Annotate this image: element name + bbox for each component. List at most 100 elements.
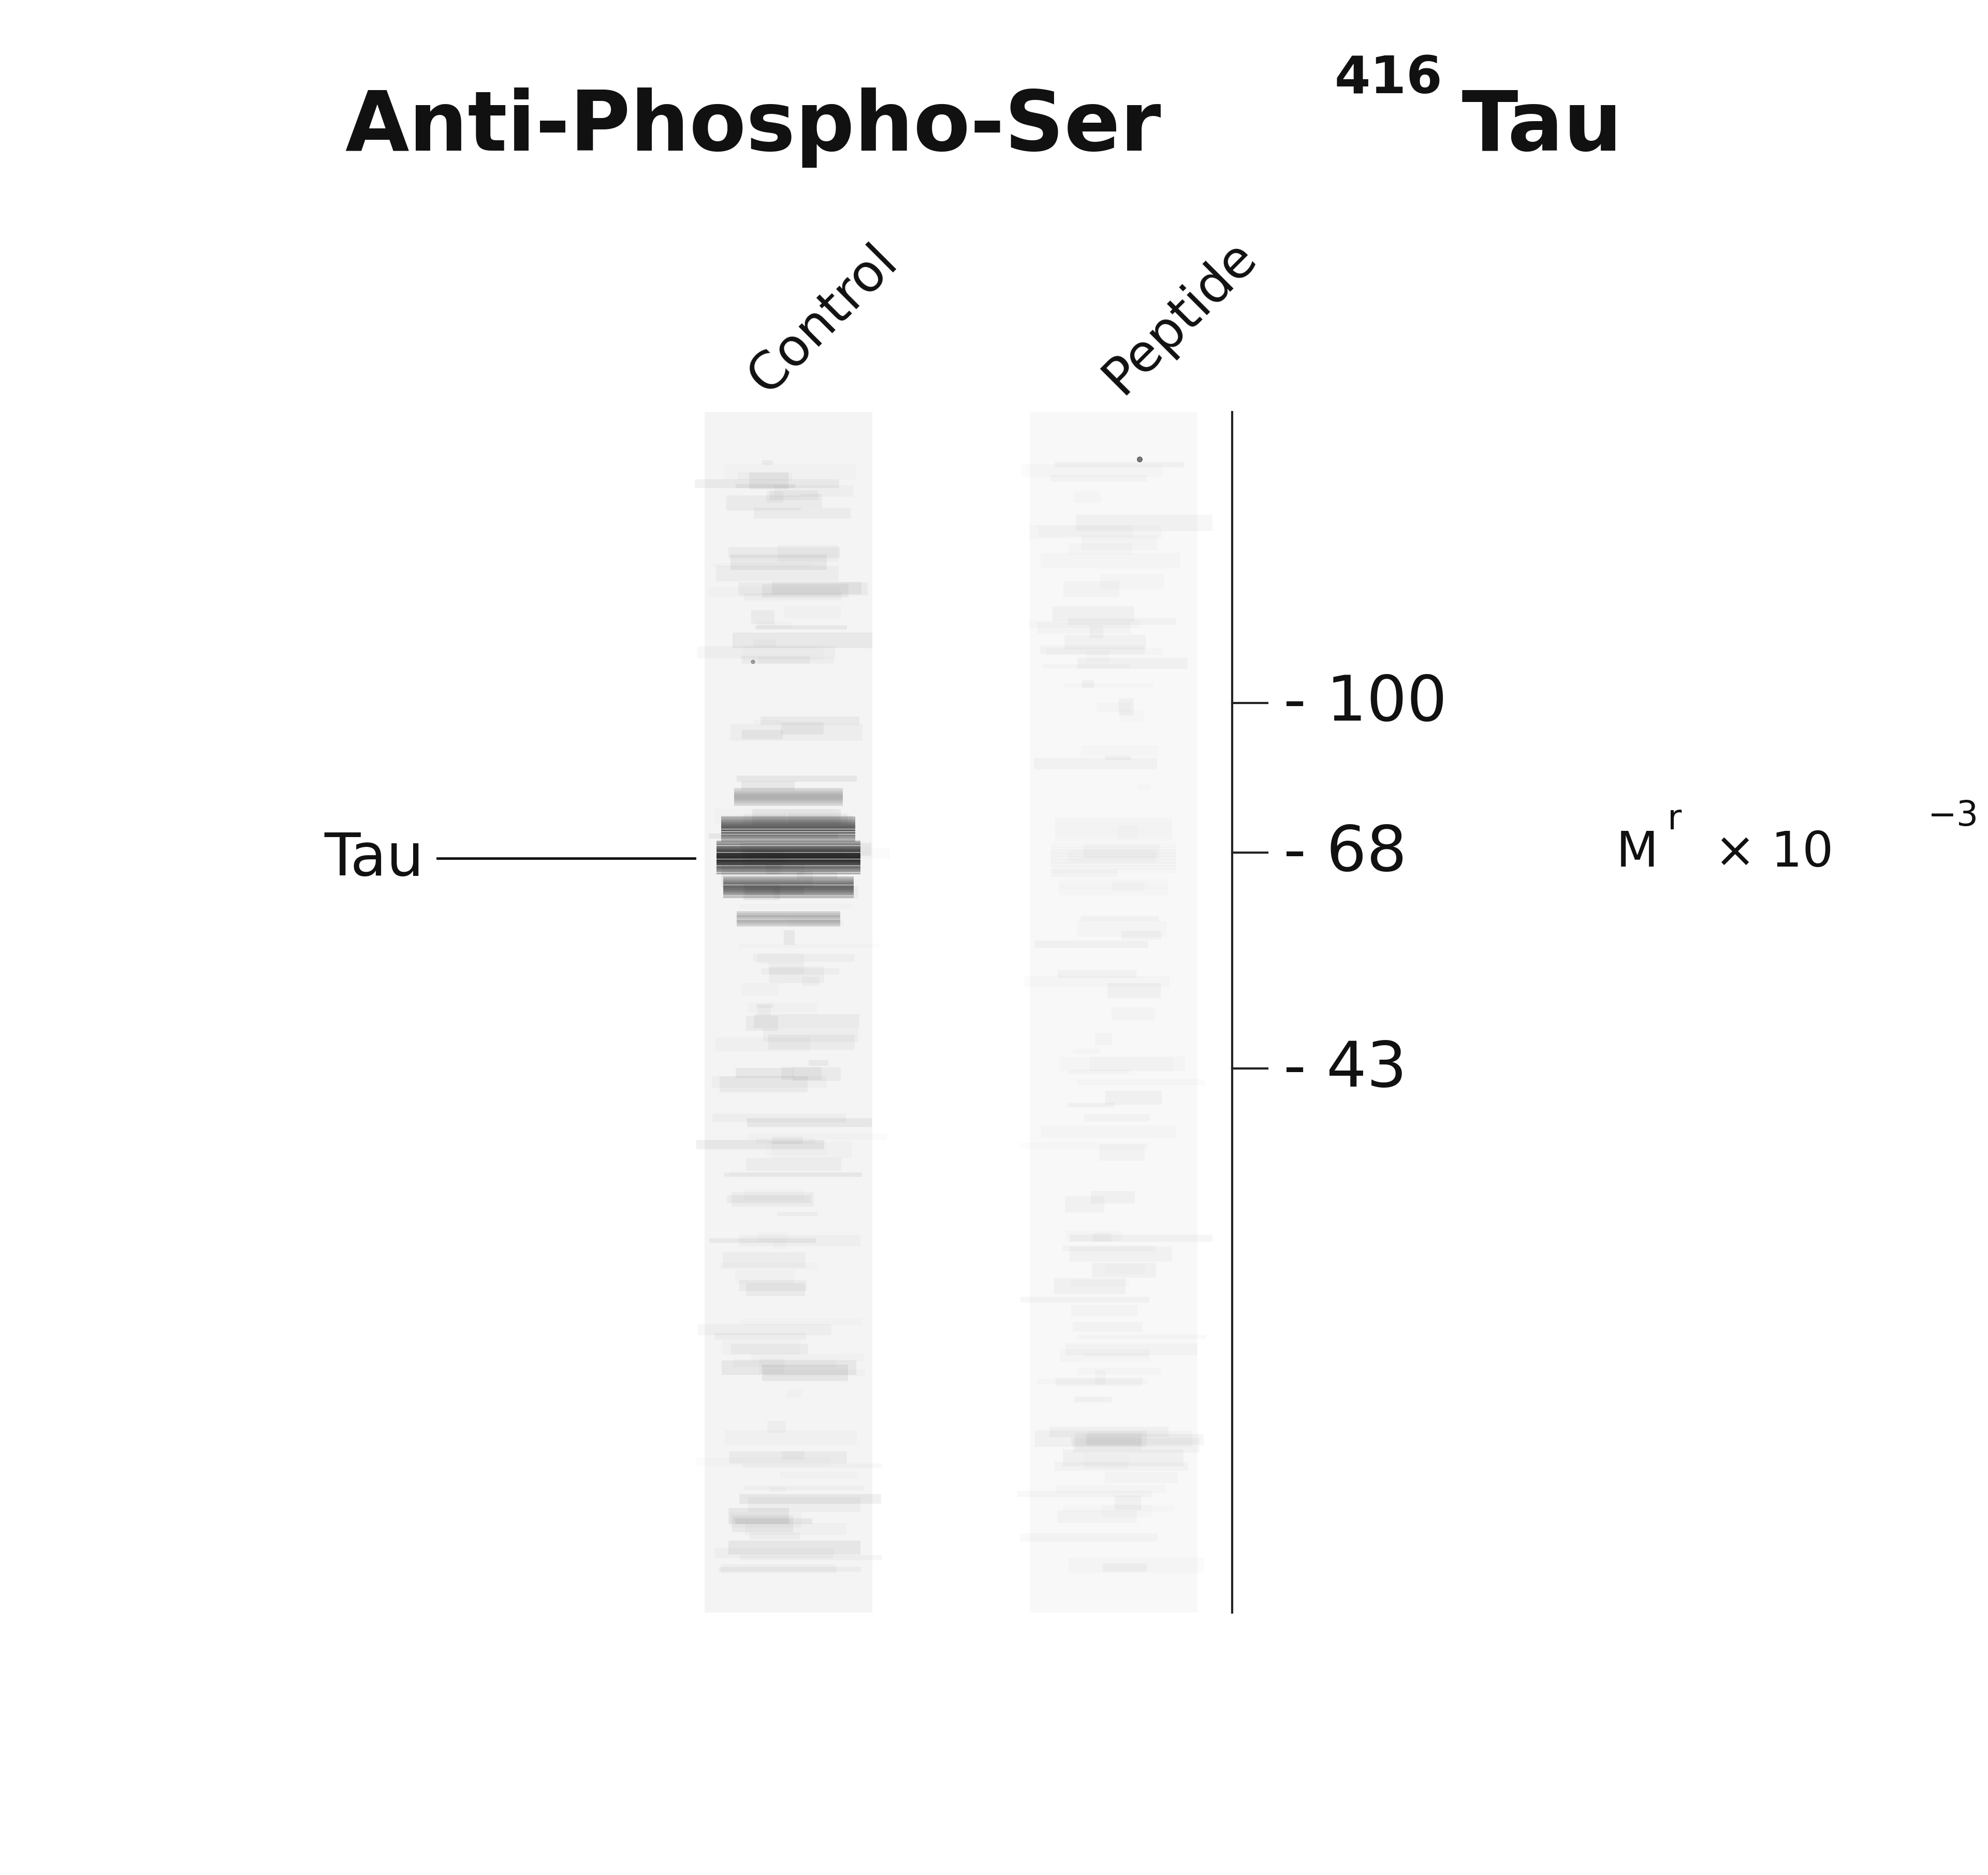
Bar bbox=[1070, 1247, 1173, 1262]
Bar bbox=[740, 904, 853, 909]
Bar bbox=[1105, 1091, 1161, 1104]
Bar bbox=[1105, 1264, 1145, 1275]
Bar bbox=[732, 724, 863, 741]
Bar bbox=[747, 1496, 861, 1511]
Bar bbox=[1040, 645, 1145, 654]
Bar bbox=[1072, 1436, 1141, 1446]
Bar bbox=[742, 782, 795, 789]
Bar bbox=[716, 1333, 805, 1341]
Bar bbox=[755, 1138, 815, 1144]
Bar bbox=[1074, 1050, 1101, 1054]
Bar bbox=[1030, 525, 1161, 538]
Bar bbox=[757, 623, 793, 628]
Bar bbox=[801, 495, 821, 508]
Bar bbox=[751, 1354, 863, 1361]
Bar bbox=[765, 491, 783, 503]
Bar bbox=[744, 885, 779, 900]
Bar bbox=[749, 473, 787, 489]
Bar bbox=[738, 943, 881, 949]
Bar bbox=[1074, 491, 1101, 503]
Bar bbox=[753, 954, 855, 962]
Bar bbox=[736, 1269, 793, 1284]
Bar bbox=[1070, 1558, 1205, 1573]
Bar bbox=[1095, 1371, 1105, 1386]
Bar bbox=[1068, 1102, 1113, 1108]
Bar bbox=[747, 851, 773, 864]
Bar bbox=[1052, 859, 1177, 861]
Bar bbox=[781, 722, 823, 735]
Bar bbox=[716, 566, 839, 581]
Bar bbox=[1111, 881, 1145, 892]
Bar bbox=[769, 1035, 855, 1050]
Bar bbox=[777, 546, 837, 562]
Bar bbox=[1081, 681, 1093, 688]
Bar bbox=[783, 930, 795, 945]
Text: r: r bbox=[1668, 802, 1682, 836]
Bar bbox=[1056, 819, 1173, 823]
Bar bbox=[1064, 1245, 1155, 1251]
Bar bbox=[1083, 844, 1159, 859]
Bar bbox=[734, 1359, 837, 1367]
Bar bbox=[1020, 1144, 1149, 1149]
Bar bbox=[1070, 1234, 1213, 1243]
Bar bbox=[771, 1142, 853, 1159]
Bar bbox=[1070, 849, 1155, 863]
Bar bbox=[1085, 651, 1109, 664]
Bar bbox=[1030, 413, 1197, 1612]
Bar bbox=[1056, 818, 1173, 819]
Bar bbox=[1052, 846, 1177, 849]
Text: Peptide: Peptide bbox=[1093, 231, 1266, 403]
Bar bbox=[728, 1196, 811, 1204]
Bar bbox=[704, 413, 873, 1612]
Bar bbox=[724, 463, 857, 480]
Bar bbox=[1056, 825, 1173, 827]
Bar bbox=[728, 1508, 789, 1524]
Bar bbox=[740, 1494, 881, 1504]
Bar bbox=[1050, 474, 1147, 482]
Bar bbox=[1038, 1378, 1149, 1384]
Bar bbox=[1050, 1427, 1169, 1436]
Bar bbox=[694, 480, 839, 488]
Bar bbox=[744, 594, 841, 602]
Bar bbox=[746, 1523, 847, 1536]
Bar bbox=[1093, 1234, 1111, 1241]
Bar bbox=[755, 1005, 773, 1009]
Bar bbox=[801, 977, 819, 986]
Bar bbox=[1042, 1125, 1177, 1138]
Bar bbox=[757, 658, 833, 664]
Bar bbox=[1058, 1511, 1137, 1523]
Bar bbox=[1089, 1058, 1185, 1071]
Bar bbox=[1056, 831, 1173, 833]
Bar bbox=[771, 1136, 803, 1144]
Bar bbox=[1034, 941, 1149, 949]
Bar bbox=[710, 1239, 815, 1243]
Bar bbox=[759, 1358, 783, 1374]
Bar bbox=[757, 1005, 771, 1016]
Bar bbox=[777, 1213, 817, 1217]
Bar bbox=[716, 1037, 811, 1052]
Bar bbox=[1052, 844, 1177, 846]
Bar bbox=[1024, 975, 1169, 988]
Bar bbox=[1044, 664, 1131, 669]
Bar bbox=[769, 491, 819, 501]
Text: - 43: - 43 bbox=[1282, 1039, 1408, 1099]
Bar bbox=[1040, 553, 1181, 568]
Bar bbox=[763, 1028, 859, 1043]
Bar bbox=[1052, 849, 1177, 851]
Bar bbox=[1074, 1397, 1111, 1402]
Bar bbox=[742, 1318, 861, 1326]
Bar bbox=[736, 776, 857, 782]
Bar bbox=[773, 486, 853, 497]
Bar bbox=[746, 887, 805, 894]
Bar bbox=[787, 1389, 801, 1397]
Bar bbox=[1056, 463, 1185, 469]
Bar bbox=[1119, 699, 1133, 716]
Bar bbox=[1056, 834, 1173, 838]
Bar bbox=[1091, 1191, 1135, 1204]
Bar bbox=[1081, 536, 1157, 551]
Bar bbox=[1054, 1463, 1189, 1470]
Bar bbox=[732, 1515, 793, 1532]
Bar bbox=[747, 1134, 887, 1140]
Bar bbox=[1054, 1279, 1125, 1294]
Bar bbox=[755, 626, 847, 630]
